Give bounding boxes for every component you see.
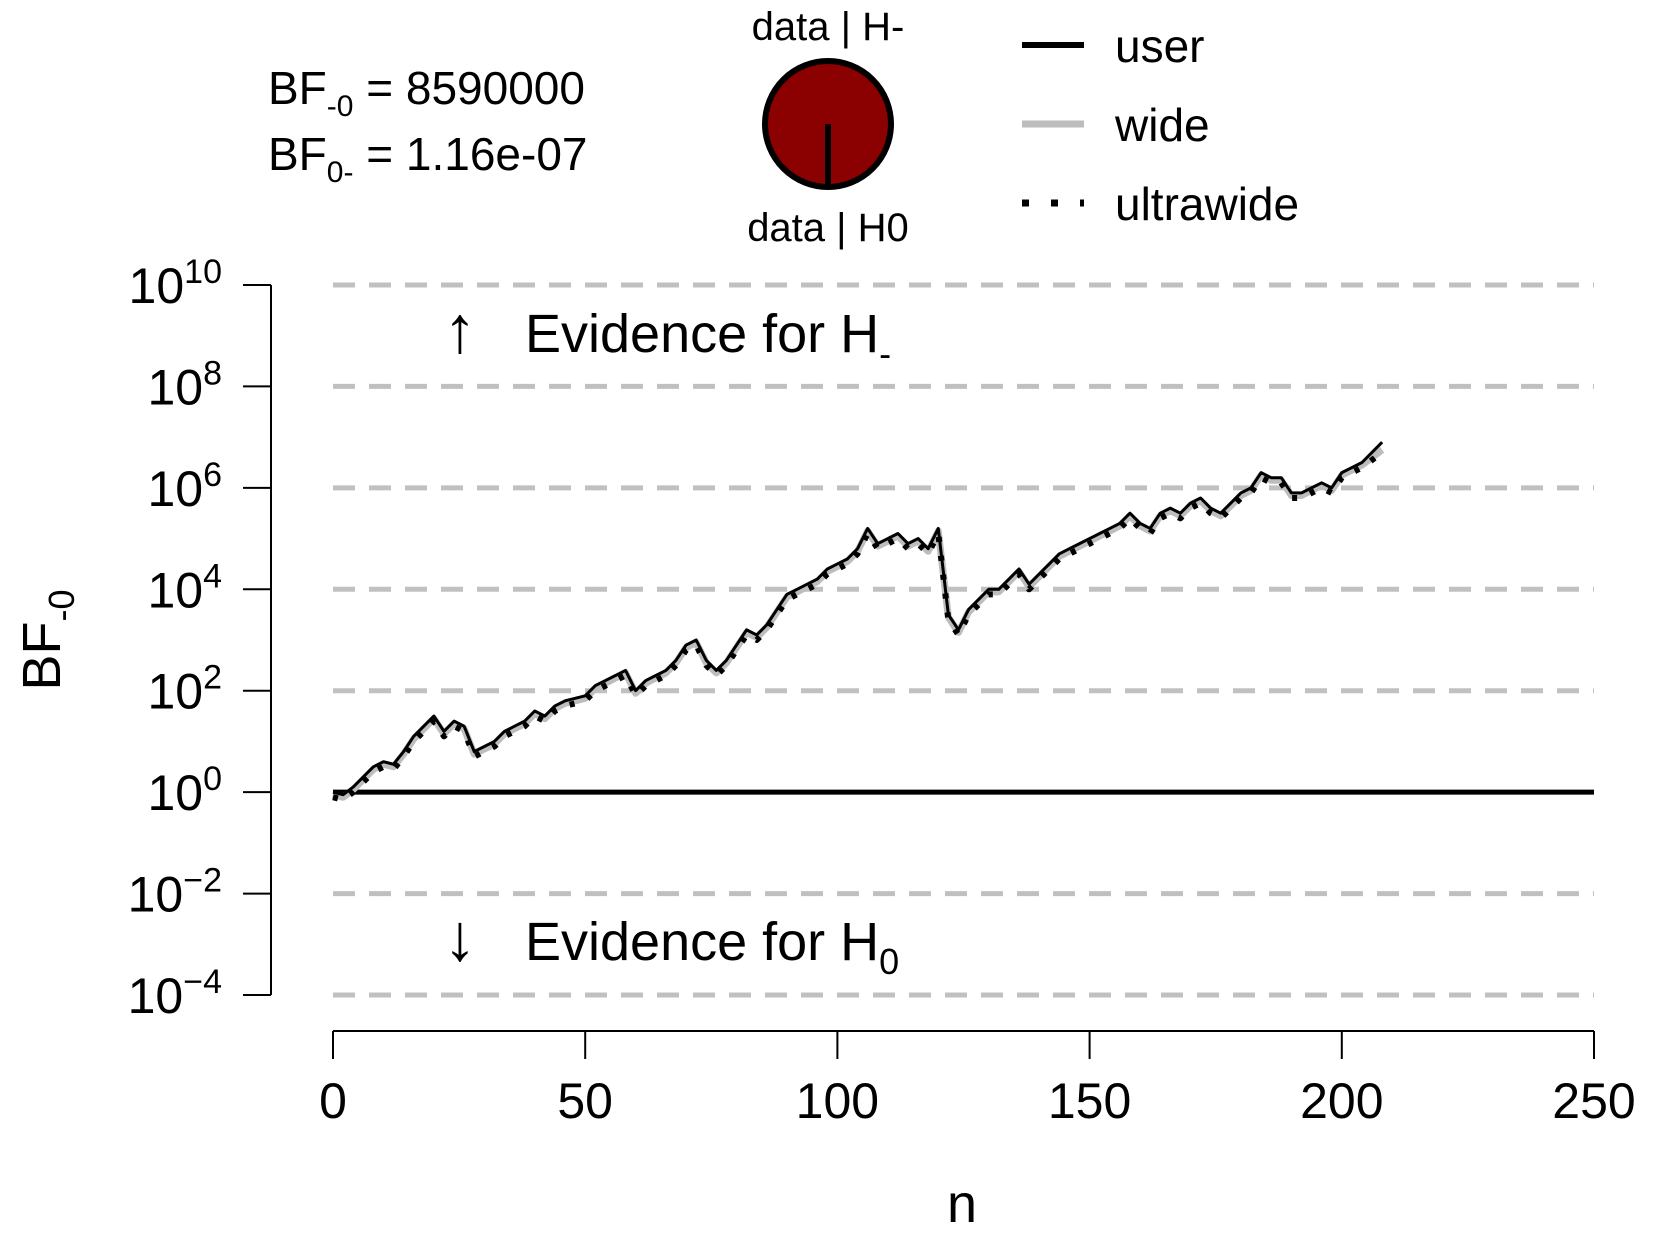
legend-label-user: user — [1115, 20, 1204, 72]
evidence-down-annotation: ↓ Evidence for H0 — [444, 900, 900, 982]
series-line-ultrawide — [332, 449, 1384, 803]
evidence-down-text: Evidence for H0 — [525, 912, 899, 982]
probability-wheel: data | H- data | H0 — [747, 5, 909, 250]
y-tick-label: 10−4 — [128, 963, 222, 1024]
y-axis-label: BF-0 — [12, 589, 82, 690]
y-axis: 1010 108 106 104 102 100 10−2 10−4 — [128, 253, 272, 1024]
y-tick-label: 1010 — [129, 253, 222, 314]
series-line-user — [332, 441, 1384, 797]
legend: user wide ultrawide — [1022, 20, 1299, 230]
legend-label-ultrawide: ultrawide — [1115, 178, 1299, 230]
y-tick-label: 10−2 — [128, 862, 222, 923]
y-tick-label: 108 — [147, 354, 222, 415]
x-axis-label: n — [947, 1174, 977, 1234]
x-tick-label: 0 — [319, 1073, 347, 1129]
pie-bottom-label: data | H0 — [747, 206, 909, 250]
y-tick-label: 102 — [147, 659, 222, 720]
grid-lines — [333, 282, 1594, 998]
x-axis: 0 50 100 150 200 250 — [319, 1030, 1636, 1129]
down-arrow-icon: ↓ — [444, 900, 477, 974]
y-tick-label: 100 — [147, 760, 222, 821]
pie-top-label: data | H- — [752, 5, 905, 49]
y-tick-label: 104 — [147, 557, 222, 618]
x-tick-label: 250 — [1552, 1073, 1635, 1129]
x-tick-label: 50 — [557, 1073, 613, 1129]
up-arrow-icon: ↑ — [444, 292, 477, 366]
x-tick-label: 200 — [1300, 1073, 1383, 1129]
y-tick-label: 106 — [147, 456, 222, 517]
bf-minus-zero-text: BF-0 = 8590000 — [268, 62, 585, 123]
bf-zero-minus-text: BF0- = 1.16e-07 — [268, 128, 588, 189]
legend-label-wide: wide — [1114, 99, 1210, 151]
evidence-up-annotation: ↑ Evidence for H- — [444, 292, 892, 374]
evidence-up-text: Evidence for H- — [525, 304, 891, 374]
x-tick-label: 100 — [796, 1073, 879, 1129]
x-tick-label: 150 — [1048, 1073, 1131, 1129]
data-series — [332, 441, 1385, 803]
